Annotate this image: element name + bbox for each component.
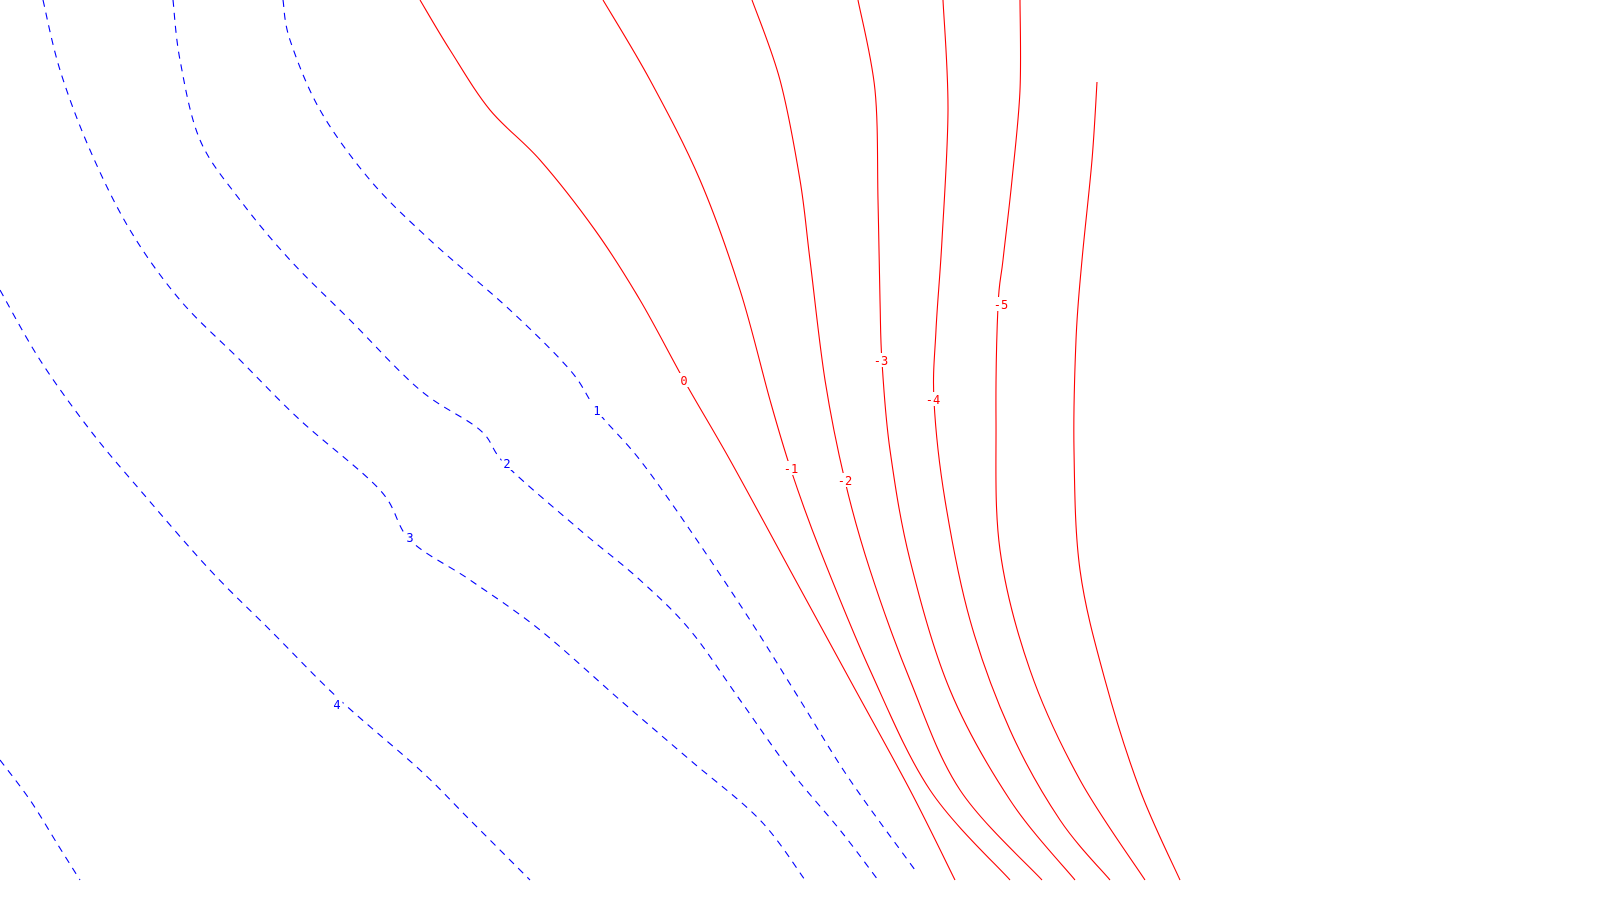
contour-label-bg xyxy=(404,530,416,544)
contour-label-neg1: -1 xyxy=(784,462,798,476)
contour-line-neg4 xyxy=(932,0,1111,881)
contour-label-bg xyxy=(591,403,603,417)
contour-label-2: 2 xyxy=(503,457,510,471)
contour-label-3: 3 xyxy=(406,531,413,545)
contour-label-bg xyxy=(678,373,690,387)
contour-label-1: 1 xyxy=(593,404,600,418)
contour-line-neg6 xyxy=(1073,81,1181,881)
contour-label-neg3: -3 xyxy=(874,354,888,368)
contour-line-4 xyxy=(0,289,531,881)
contour-label-4: 4 xyxy=(333,698,340,712)
contour-line-5 xyxy=(0,759,81,881)
contour-label-bg xyxy=(501,456,513,470)
contour-label-neg2: -2 xyxy=(838,474,852,488)
contour-label-bg xyxy=(331,697,343,711)
contour-label-neg5: -5 xyxy=(994,298,1008,312)
contour-line-neg2 xyxy=(751,0,1043,881)
contour-label-0: 0 xyxy=(680,374,687,388)
contour-line-0 xyxy=(419,0,956,881)
contour-label-neg4: -4 xyxy=(926,393,940,407)
contour-line-neg1 xyxy=(602,0,1011,881)
contour-label-bg xyxy=(872,353,890,367)
contour-label-bg xyxy=(992,297,1010,311)
contour-line-neg3 xyxy=(857,0,1076,881)
contour-line-2 xyxy=(172,0,879,881)
contour-line-neg5 xyxy=(995,0,1146,881)
contour-line-3 xyxy=(42,0,806,881)
contour-label-bg xyxy=(836,473,854,487)
contour-label-bg xyxy=(924,392,942,406)
contour-label-bg xyxy=(782,461,800,475)
contour-line-1 xyxy=(282,0,916,871)
